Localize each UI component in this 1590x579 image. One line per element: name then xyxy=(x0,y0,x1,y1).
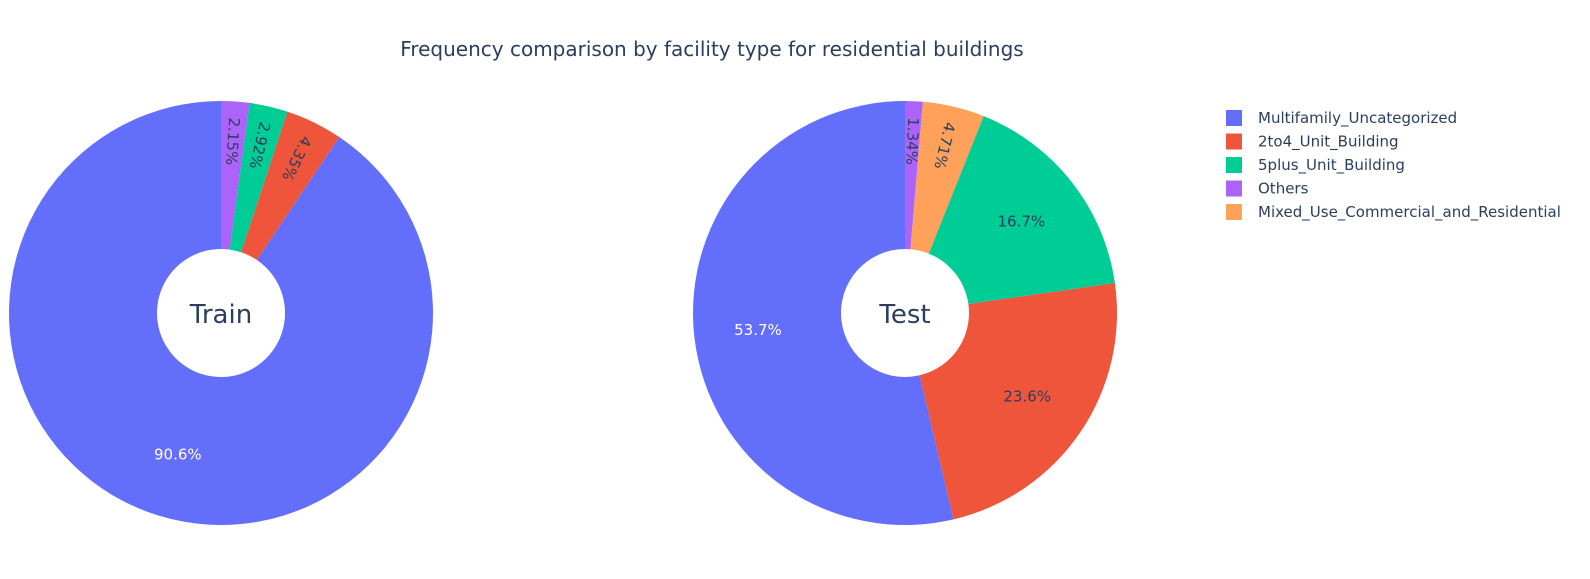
slice-label-others: 1.34% xyxy=(902,117,922,165)
slice-mixed-use-commercial-and-residential[interactable] xyxy=(910,101,984,254)
slice-others[interactable] xyxy=(905,101,923,250)
slice-label-2to4-unit-building: 23.6% xyxy=(1003,387,1051,405)
slice-5plus-unit-building[interactable] xyxy=(229,102,288,253)
legend-label-mixed-use-commercial-and-residential: Mixed_Use_Commercial_and_Residential xyxy=(1258,203,1561,222)
pie-train: 90.6%4.35%2.92%2.15%Train xyxy=(8,101,433,525)
slice-label-multifamily-uncategorized: 90.6% xyxy=(154,446,202,464)
legend-item-5plus-unit-building[interactable]: 5plus_Unit_Building xyxy=(1226,156,1405,175)
slice-label-others: 2.15% xyxy=(222,117,243,166)
legend-label-2to4-unit-building: 2to4_Unit_Building xyxy=(1258,133,1399,152)
legend-swatch-others xyxy=(1226,180,1242,197)
pie-test: 53.7%23.6%16.7%4.71%1.34%Test xyxy=(693,101,1118,525)
legend-swatch-2to4-unit-building xyxy=(1226,133,1242,150)
chart-title: Frequency comparison by facility type fo… xyxy=(400,37,1023,61)
legend-item-2to4-unit-building[interactable]: 2to4_Unit_Building xyxy=(1226,133,1399,152)
slice-2to4-unit-building[interactable] xyxy=(241,111,340,260)
hole-label-test: Test xyxy=(878,300,930,330)
legend-swatch-5plus-unit-building xyxy=(1226,157,1242,173)
legend-item-others[interactable]: Others xyxy=(1226,180,1309,198)
slice-multifamily-uncategorized[interactable] xyxy=(693,101,954,525)
legend-swatch-mixed-use-commercial-and-residential xyxy=(1226,204,1242,220)
legend-item-mixed-use-commercial-and-residential[interactable]: Mixed_Use_Commercial_and_Residential xyxy=(1226,203,1561,222)
legend-label-5plus-unit-building: 5plus_Unit_Building xyxy=(1258,156,1405,175)
legend[interactable]: Multifamily_Uncategorized 2to4_Unit_Build… xyxy=(1226,109,1561,222)
slice-multifamily-uncategorized[interactable] xyxy=(8,101,433,525)
legend-label-others: Others xyxy=(1258,180,1309,198)
hole-label-train: Train xyxy=(189,300,252,330)
slice-label-multifamily-uncategorized: 53.7% xyxy=(734,321,782,339)
slice-label-5plus-unit-building: 16.7% xyxy=(998,213,1046,231)
legend-swatch-multifamily-uncategorized xyxy=(1226,110,1242,126)
slice-others[interactable] xyxy=(221,101,250,250)
legend-label-multifamily-uncategorized: Multifamily_Uncategorized xyxy=(1258,109,1457,128)
slice-2to4-unit-building[interactable] xyxy=(919,282,1118,520)
slice-5plus-unit-building[interactable] xyxy=(928,116,1115,304)
legend-item-multifamily-uncategorized[interactable]: Multifamily_Uncategorized xyxy=(1226,109,1457,128)
